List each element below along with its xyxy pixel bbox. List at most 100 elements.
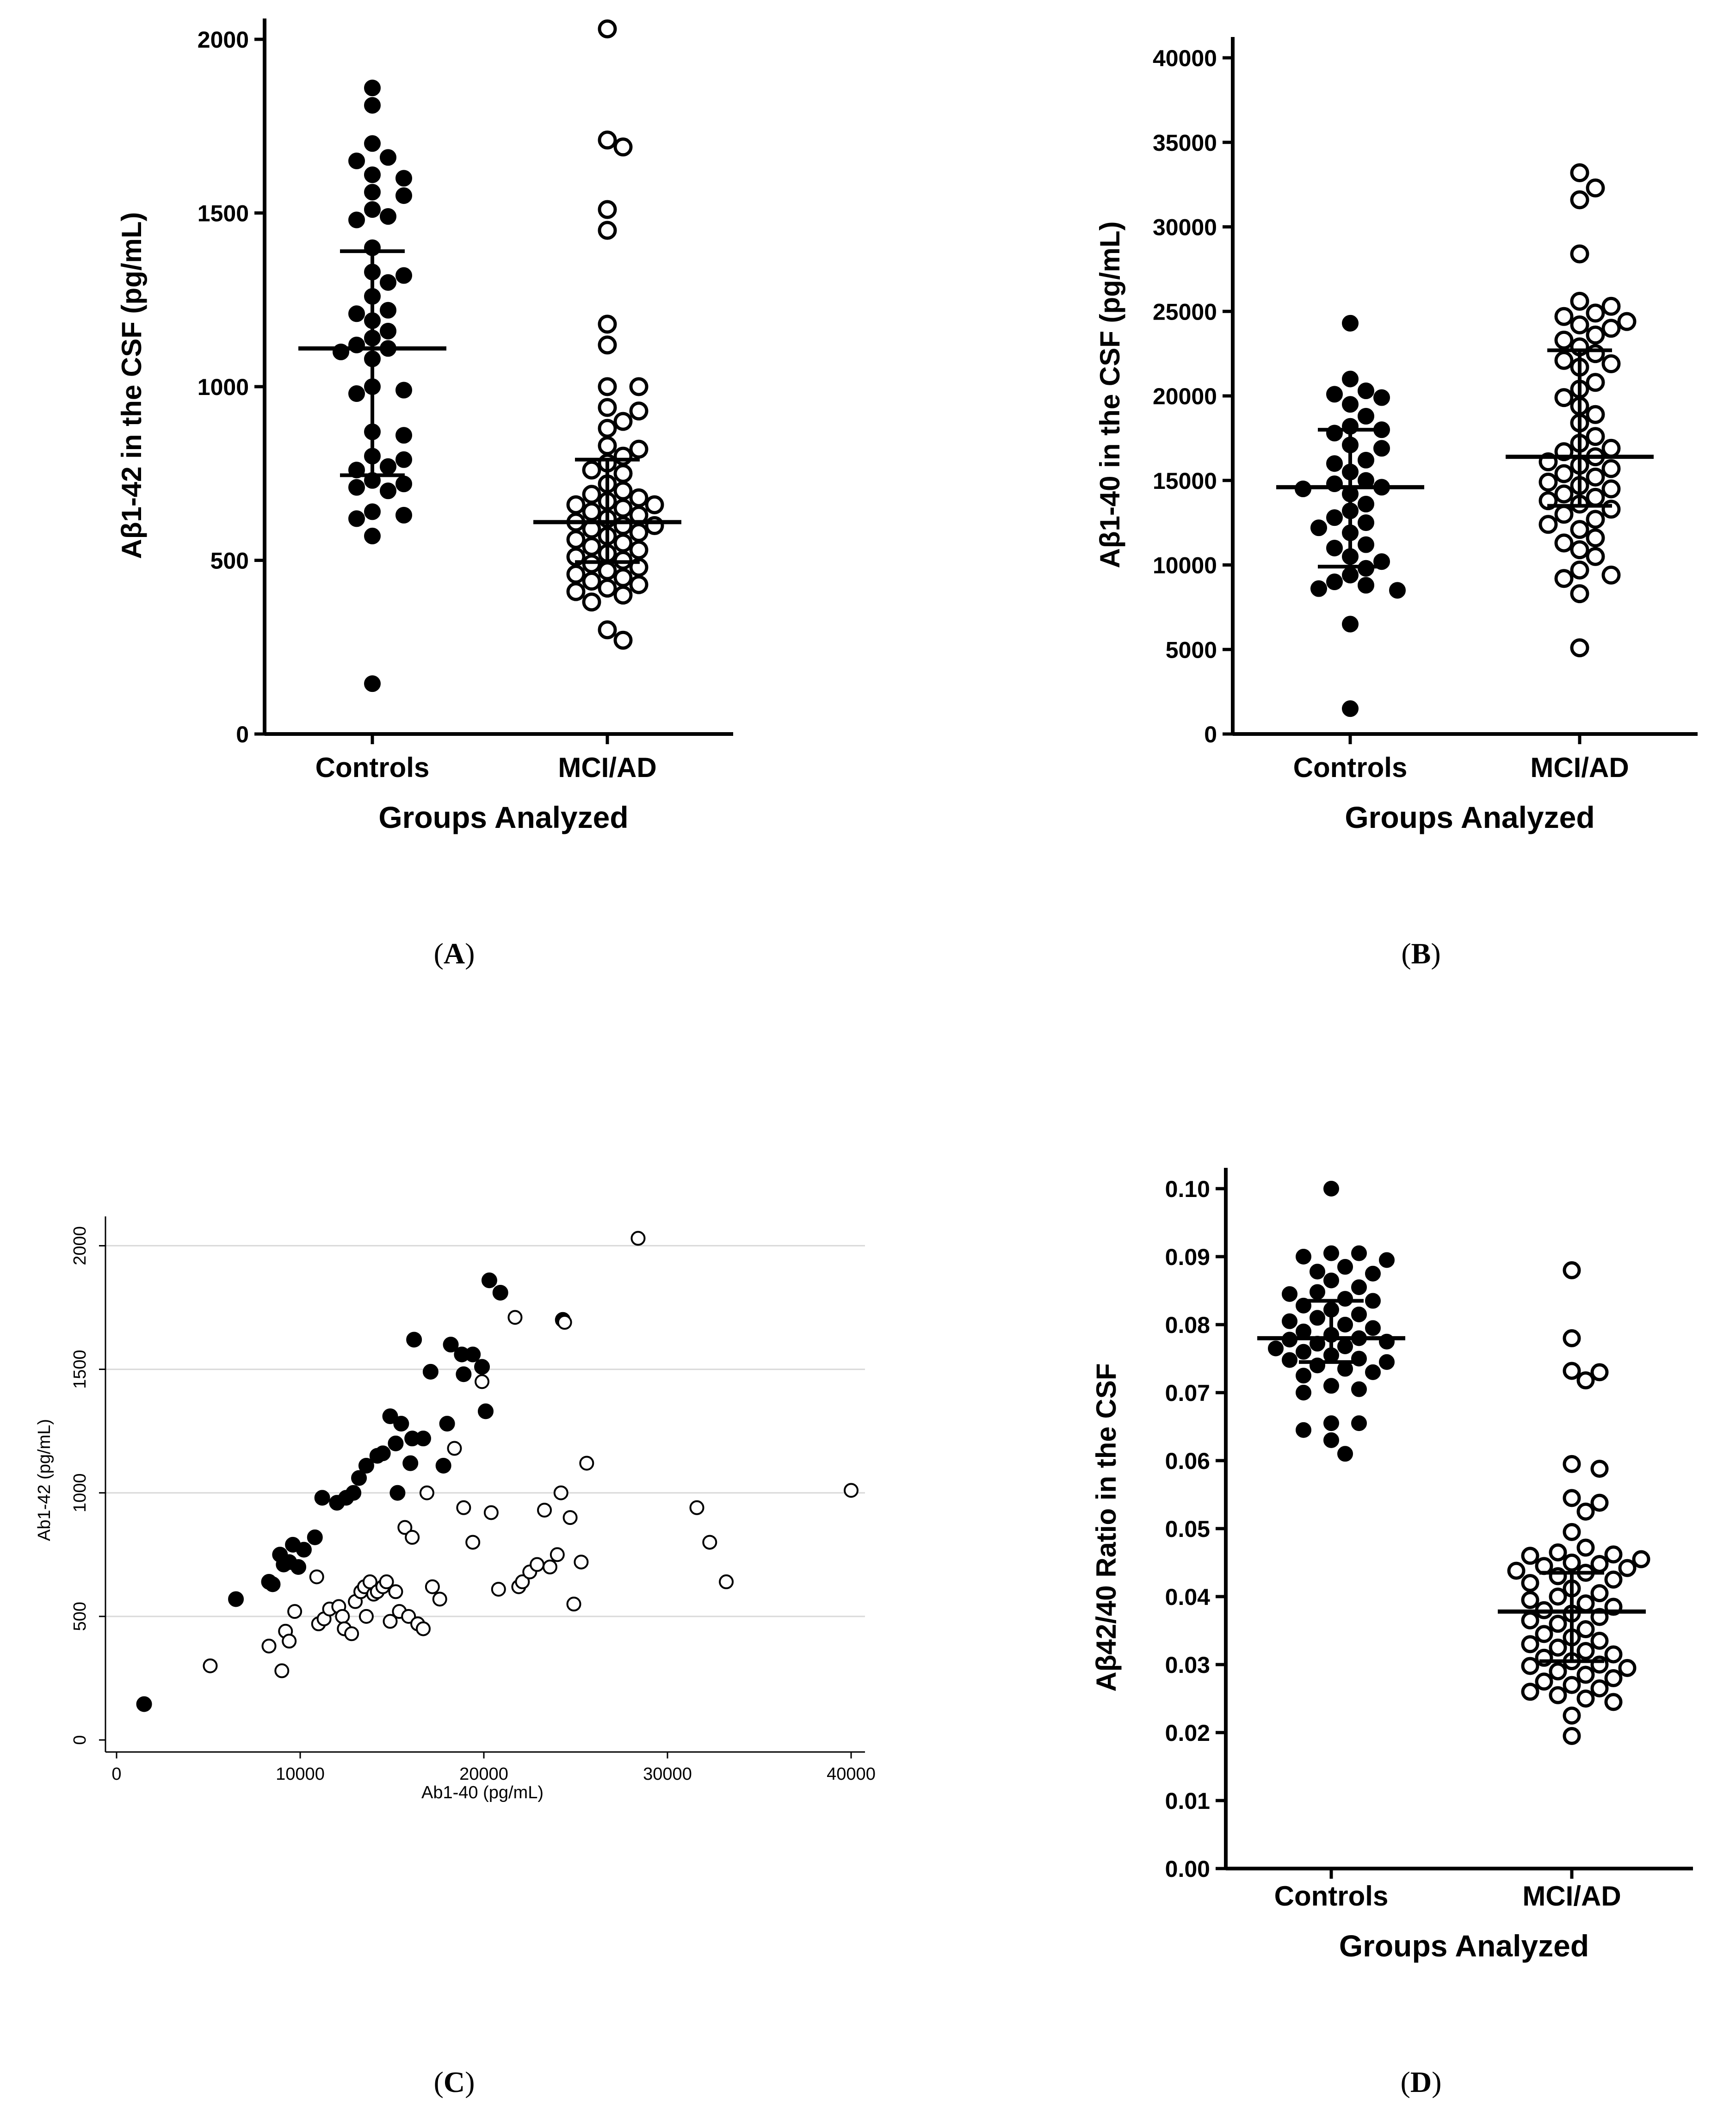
data-point — [290, 1559, 307, 1575]
data-point — [136, 1696, 152, 1712]
data-point — [395, 170, 412, 187]
data-point — [1358, 495, 1374, 512]
data-point — [562, 1510, 578, 1525]
data-point — [296, 1542, 312, 1558]
data-point — [1604, 1645, 1623, 1664]
data-point — [1586, 405, 1605, 424]
data-point — [1535, 1672, 1553, 1691]
data-point — [383, 1614, 398, 1629]
data-point — [415, 1621, 431, 1636]
data-point — [1282, 1286, 1297, 1302]
data-point — [1337, 1259, 1353, 1275]
data-point — [542, 1560, 557, 1574]
panel-d-label: (D) — [1401, 2066, 1442, 2098]
data-point — [1326, 386, 1343, 403]
x-axis-title: Groups Analyzed — [378, 800, 628, 834]
data-point — [1296, 1249, 1311, 1265]
panel-c-label: (C) — [434, 2066, 475, 2098]
y-tick-label: 0.09 — [1165, 1244, 1210, 1270]
data-point — [395, 382, 412, 399]
data-point — [629, 575, 649, 594]
data-point — [395, 506, 412, 524]
data-point — [382, 1408, 398, 1425]
data-point — [348, 305, 365, 322]
data-point — [582, 572, 601, 591]
data-point — [348, 211, 365, 228]
data-point — [1576, 1502, 1595, 1521]
data-point — [1337, 1291, 1353, 1307]
y-tick-label: 15000 — [1153, 468, 1217, 494]
y-tick-label: 10000 — [1153, 553, 1217, 579]
y-tick-label: 0 — [236, 722, 249, 747]
data-point — [447, 1441, 462, 1456]
data-point — [1563, 1261, 1581, 1279]
data-point — [1373, 440, 1390, 457]
data-point — [282, 1634, 297, 1649]
y-tick-label: 1000 — [198, 374, 249, 400]
data-point — [1342, 315, 1359, 332]
panel-b-dot-plot: 0 5000 10000 15000 20000 25000 30000 35000 40000… — [1094, 37, 1698, 970]
data-point — [335, 1609, 350, 1624]
data-point — [1601, 354, 1621, 374]
data-point — [1337, 1446, 1353, 1462]
data-point — [346, 1485, 362, 1501]
data-point — [1337, 1339, 1353, 1355]
data-point — [456, 1366, 472, 1382]
data-point — [395, 475, 412, 493]
data-point — [1535, 1625, 1553, 1643]
data-point — [1586, 303, 1605, 323]
data-point — [1576, 1666, 1595, 1684]
data-point — [364, 503, 381, 520]
data-point — [1379, 1354, 1395, 1370]
data-point — [1586, 467, 1605, 487]
data-point — [1554, 307, 1574, 326]
data-point — [598, 398, 617, 417]
data-point — [629, 523, 649, 542]
data-point — [491, 1582, 506, 1597]
data-point — [1549, 1615, 1567, 1633]
data-point — [1576, 1620, 1595, 1639]
y-tick-label: 0.00 — [1165, 1856, 1210, 1882]
data-point — [1554, 533, 1574, 553]
data-point — [1358, 407, 1374, 425]
data-point — [1601, 479, 1621, 499]
x-tick-label: 10000 — [276, 1764, 325, 1784]
data-point — [1570, 163, 1589, 183]
y-tick-label: 0.07 — [1165, 1380, 1210, 1406]
data-point — [380, 458, 396, 475]
data-point — [1379, 1252, 1395, 1268]
data-point — [1586, 528, 1605, 548]
data-point — [1570, 584, 1589, 604]
y-tick-label: 0.04 — [1165, 1584, 1211, 1610]
data-point — [1601, 296, 1621, 316]
data-point — [1604, 1669, 1623, 1687]
data-point — [582, 460, 601, 480]
data-point — [1590, 1554, 1609, 1573]
data-point — [228, 1591, 244, 1607]
data-point — [1586, 325, 1605, 345]
y-tick-label: 30000 — [1153, 215, 1217, 241]
data-point — [465, 1535, 481, 1550]
data-point — [613, 533, 633, 553]
data-point — [307, 1529, 323, 1545]
data-point — [287, 1604, 303, 1619]
data-point — [402, 1455, 419, 1471]
data-point — [598, 620, 617, 640]
data-point — [629, 439, 649, 459]
data-point — [380, 274, 396, 291]
data-point — [1282, 1352, 1297, 1368]
data-point — [1586, 373, 1605, 392]
data-point — [1549, 1587, 1567, 1606]
data-point — [1576, 1371, 1595, 1390]
panel-d-dot-plot: 0.00 0.01 0.02 0.03 0.04 0.05 0.06 0.07 0.08 0.09… — [1091, 1168, 1693, 2098]
x-tick-label: MCI/AD — [1530, 752, 1629, 783]
data-point — [1521, 1611, 1539, 1629]
data-point — [598, 436, 617, 456]
data-point — [456, 1500, 471, 1515]
data-point — [1563, 1489, 1581, 1507]
data-point — [380, 322, 396, 339]
y-tick-label: 500 — [210, 548, 249, 574]
data-point — [1549, 1638, 1567, 1657]
data-point — [613, 568, 633, 587]
data-point — [1570, 244, 1589, 264]
